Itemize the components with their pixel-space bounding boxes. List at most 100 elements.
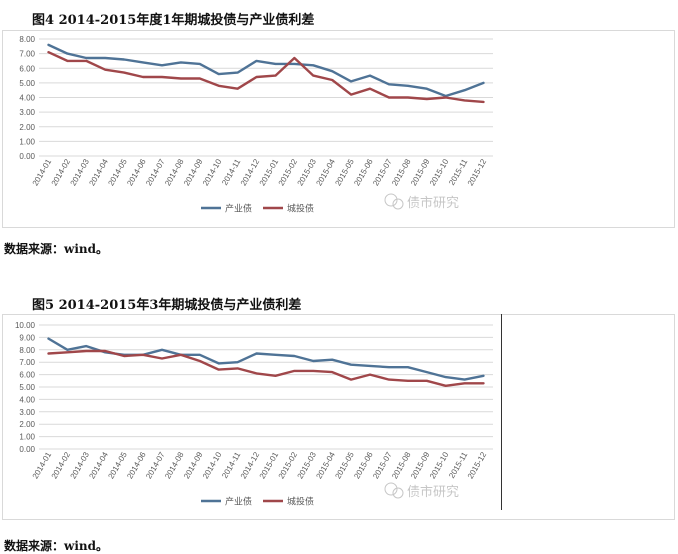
data-point: [274, 74, 277, 77]
x-tick-label: 2015-12: [466, 450, 489, 480]
data-point: [47, 51, 50, 53]
y-tick-label: 7.00: [19, 358, 35, 367]
data-point: [388, 96, 390, 99]
data-point: [444, 96, 447, 99]
data-point: [482, 82, 485, 84]
y-tick-label: 4.00: [19, 94, 35, 103]
y-tick-label: 9.00: [19, 333, 35, 342]
data-point: [255, 76, 258, 78]
y-tick-label: 3.00: [19, 108, 35, 117]
data-point: [463, 378, 466, 381]
chart-1: 0.001.002.003.004.005.006.007.008.002014…: [19, 35, 493, 214]
data-point: [274, 63, 277, 65]
data-point: [142, 353, 144, 356]
data-point: [217, 362, 220, 365]
data-point: [331, 358, 334, 361]
data-point: [369, 373, 371, 376]
data-point: [123, 58, 125, 61]
data-point: [217, 73, 220, 75]
data-point: [47, 352, 50, 355]
data-point: [142, 61, 144, 64]
wechat-icon: [384, 193, 398, 207]
data-point: [123, 355, 125, 357]
watermark-text: 债市研究: [407, 484, 459, 499]
data-point: [425, 371, 428, 373]
data-point: [388, 378, 390, 381]
watermark-text: 债市研究: [407, 195, 459, 210]
data-point: [369, 74, 371, 77]
data-point: [198, 360, 201, 362]
data-point: [255, 60, 258, 62]
data-point: [407, 96, 409, 99]
data-point: [161, 349, 163, 351]
data-point: [198, 353, 201, 356]
data-point: [331, 371, 334, 373]
data-point: [293, 63, 296, 65]
watermark: 债市研究: [384, 193, 459, 210]
data-point: [369, 365, 371, 367]
data-point: [350, 93, 352, 96]
chart-legend: 产业债 城投债: [201, 496, 314, 507]
divider-line: [501, 314, 502, 510]
data-point: [425, 87, 428, 90]
data-point: [388, 366, 390, 368]
data-point: [66, 60, 69, 62]
data-point: [198, 63, 201, 65]
y-tick-label: 3.00: [19, 408, 35, 417]
chart-2-frame: 0.00 1.00 2.00 3.00 4.00 5.00 6.00 7.00 8.00 9.00…: [2, 314, 675, 520]
y-tick-label: 6.00: [19, 64, 35, 73]
legend-label: 城投债: [287, 203, 314, 214]
data-point: [350, 363, 352, 366]
wechat-icon-bubble: [392, 198, 404, 210]
data-point: [85, 60, 88, 62]
data-point: [331, 70, 334, 72]
data-point: [123, 71, 125, 74]
y-tick-label: 2.00: [19, 420, 35, 429]
data-point: [312, 64, 315, 67]
data-point: [236, 71, 239, 74]
data-point: [444, 376, 447, 378]
data-point: [161, 357, 163, 360]
legend-label: 产业债: [225, 496, 252, 507]
data-point: [104, 57, 107, 59]
data-point: [198, 77, 201, 80]
data-point: [312, 370, 315, 372]
data-point: [180, 353, 182, 356]
data-point: [463, 89, 466, 91]
data-point: [407, 366, 409, 368]
watermark: 债市研究: [384, 482, 459, 499]
data-point: [482, 101, 485, 103]
y-tick-label: 8.00: [19, 346, 35, 355]
data-point: [369, 87, 371, 90]
wechat-icon: [384, 482, 398, 496]
data-point: [482, 382, 485, 385]
y-tick-label: 8.00: [19, 35, 35, 44]
data-point: [104, 350, 107, 352]
figure-5-source: 数据来源：wind。: [4, 539, 109, 553]
data-point: [312, 74, 315, 77]
data-point: [217, 85, 220, 87]
data-point: [85, 57, 88, 59]
figure-4-source: 数据来源：wind。: [4, 242, 109, 256]
data-point: [236, 87, 239, 90]
y-tick-label: 2.00: [19, 123, 35, 132]
data-point: [180, 61, 182, 64]
y-tick-label: 10.00: [15, 321, 36, 330]
chart-2: 0.00 1.00 2.00 3.00 4.00 5.00 6.00 7.00 8.00 9.00…: [15, 321, 493, 507]
data-point: [407, 380, 409, 382]
data-point: [255, 352, 258, 355]
wechat-icon-bubble: [392, 487, 404, 499]
data-point: [463, 382, 466, 385]
data-point: [47, 337, 50, 340]
data-point: [425, 98, 428, 100]
data-point: [161, 64, 163, 67]
y-tick-label: 7.00: [19, 50, 35, 59]
data-point: [293, 57, 296, 59]
y-tick-label: 0.00: [19, 152, 35, 161]
data-point: [142, 76, 144, 78]
data-point: [274, 375, 277, 377]
y-tick-label: 1.00: [19, 433, 35, 442]
legend-label: 产业债: [225, 203, 252, 214]
data-point: [388, 83, 390, 86]
figure-5-title: 图5 2014-2015年3年期城投债与产业债利差: [32, 298, 302, 313]
